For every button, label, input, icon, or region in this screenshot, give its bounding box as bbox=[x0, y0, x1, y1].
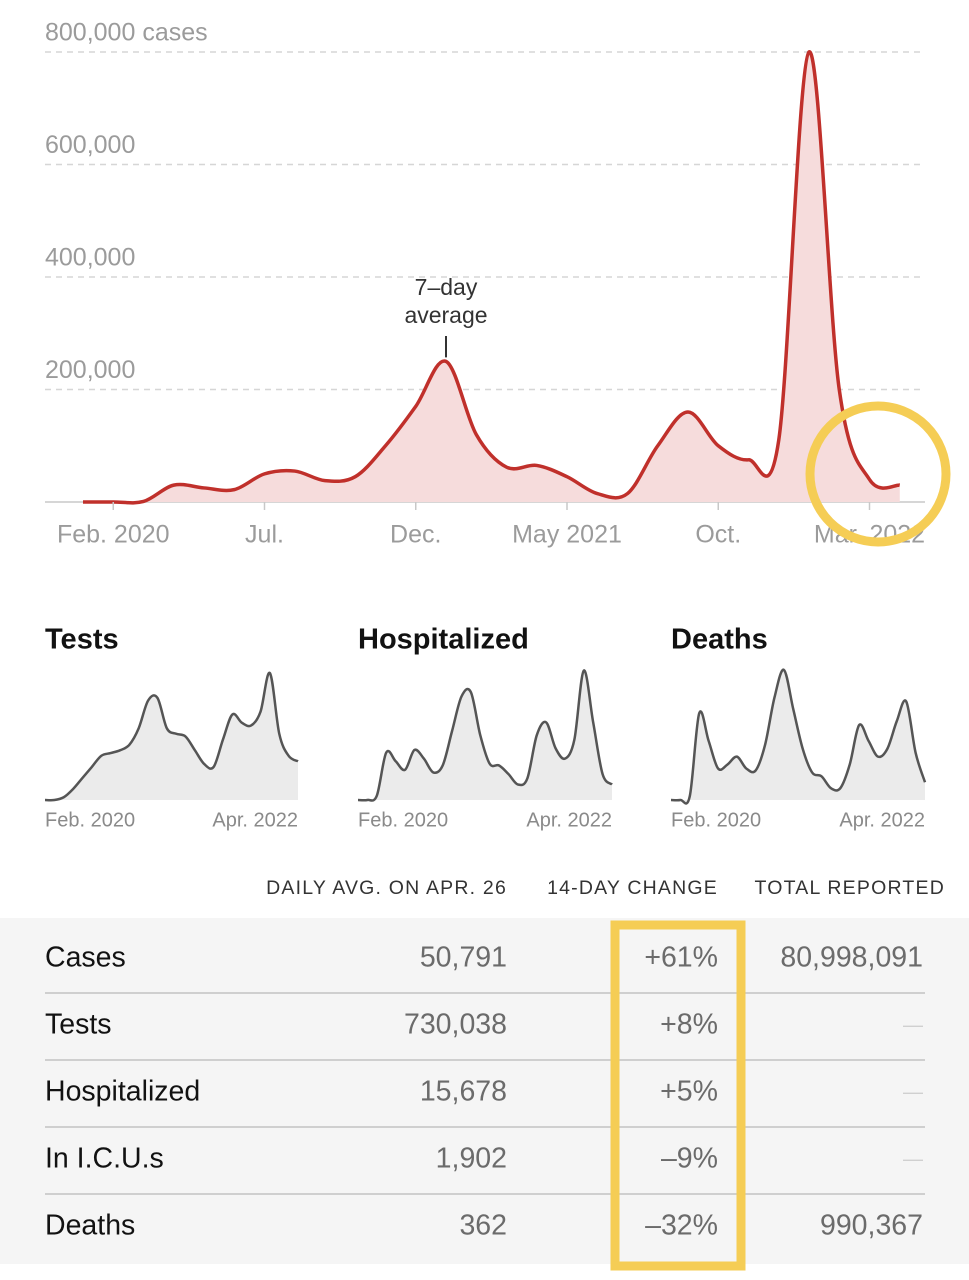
table-cell: –32% bbox=[645, 1210, 718, 1242]
table-cell: 80,998,091 bbox=[780, 942, 923, 974]
x-tick-label: Apr. 2022 bbox=[526, 809, 612, 831]
x-tick-label: Feb. 2020 bbox=[45, 809, 135, 831]
data-line bbox=[670, 668, 927, 805]
x-tick-label: Feb. 2020 bbox=[57, 521, 170, 549]
table-cell: 50,791 bbox=[420, 942, 507, 974]
highlight-circle bbox=[805, 401, 951, 547]
row-label: In I.C.U.s bbox=[45, 1143, 164, 1175]
area-fill bbox=[671, 669, 925, 804]
table-cell: –9% bbox=[661, 1143, 718, 1175]
annotation-text: 7–day bbox=[415, 274, 478, 300]
highlight-box bbox=[610, 920, 746, 1271]
data-line bbox=[44, 671, 299, 802]
table-cell: 362 bbox=[459, 1210, 507, 1242]
table-background bbox=[0, 918, 969, 1264]
x-tick-label: Feb. 2020 bbox=[671, 809, 761, 831]
y-tick-label: 800,000 cases bbox=[45, 19, 208, 47]
column-header: 14-DAY CHANGE bbox=[547, 877, 718, 899]
annotation-text: average bbox=[404, 302, 487, 328]
area-fill bbox=[358, 670, 612, 801]
y-tick-label: 600,000 bbox=[45, 131, 135, 159]
table-cell: 730,038 bbox=[404, 1009, 507, 1041]
x-tick-label: Apr. 2022 bbox=[212, 809, 298, 831]
small-chart-title: Hospitalized bbox=[358, 624, 529, 656]
table-cell: 15,678 bbox=[420, 1076, 507, 1108]
row-label: Tests bbox=[45, 1009, 112, 1041]
small-chart-title: Deaths bbox=[671, 624, 768, 656]
table-cell: — bbox=[903, 1148, 923, 1170]
area-fill bbox=[45, 672, 298, 801]
table-cell: — bbox=[903, 1014, 923, 1036]
x-tick-label: Feb. 2020 bbox=[358, 809, 448, 831]
table-cell: 1,902 bbox=[436, 1143, 507, 1175]
table-cell: 990,367 bbox=[820, 1210, 923, 1242]
table-cell: — bbox=[903, 1081, 923, 1103]
column-header: DAILY AVG. ON APR. 26 bbox=[266, 877, 507, 899]
y-tick-label: 400,000 bbox=[45, 244, 135, 272]
area-fill bbox=[83, 51, 900, 503]
x-tick-label: Apr. 2022 bbox=[839, 809, 925, 831]
table-cell: +5% bbox=[660, 1076, 718, 1108]
column-header: TOTAL REPORTED bbox=[754, 877, 945, 899]
table-cell: +8% bbox=[660, 1009, 718, 1041]
row-label: Hospitalized bbox=[45, 1076, 200, 1108]
y-tick-label: 200,000 bbox=[45, 356, 135, 384]
row-label: Cases bbox=[45, 942, 126, 974]
x-tick-label: May 2021 bbox=[512, 521, 622, 549]
x-tick-label: Oct. bbox=[695, 521, 741, 549]
x-tick-label: Jul. bbox=[245, 521, 284, 549]
data-line bbox=[357, 669, 613, 802]
row-label: Deaths bbox=[45, 1210, 135, 1242]
x-tick-label: Dec. bbox=[390, 521, 441, 549]
data-line bbox=[82, 50, 901, 505]
table-cell: +61% bbox=[644, 942, 718, 974]
small-chart-title: Tests bbox=[45, 624, 119, 656]
